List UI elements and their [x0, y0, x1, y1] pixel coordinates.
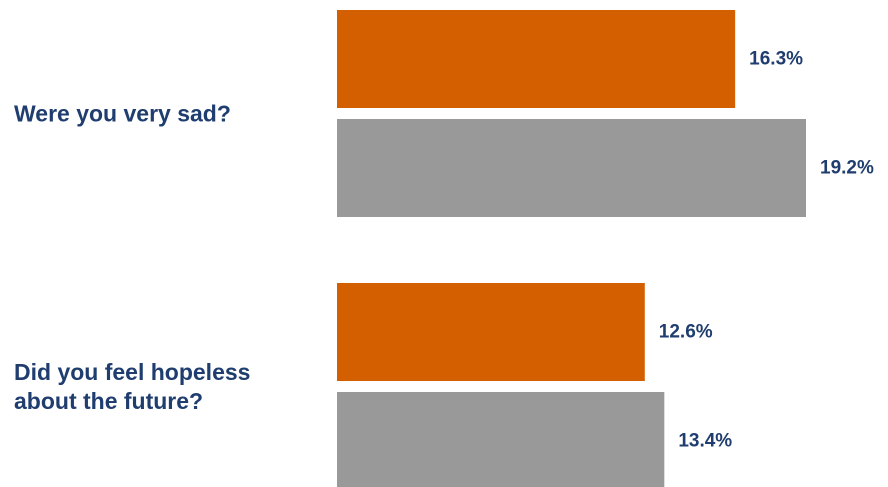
- bar-2-series-2: [337, 392, 665, 487]
- bars-layer: [337, 10, 806, 487]
- labels-layer: 16.3% 19.2% Were you very sad? 12.6% 13.4% Di…: [14, 49, 874, 452]
- data-label-2-series-2: 13.4%: [678, 431, 732, 452]
- bar-1-series-1: [337, 10, 736, 108]
- category-label-1: Were you very sad?: [14, 101, 231, 127]
- bar-2-series-1: [337, 283, 645, 381]
- category-label-2: Did you feel hopeless about the future?: [14, 359, 250, 414]
- category-label-line: about the future?: [14, 388, 203, 414]
- data-label-1-series-1: 16.3%: [749, 49, 803, 70]
- data-label-2-series-1: 12.6%: [659, 322, 713, 343]
- data-label-1-series-2: 19.2%: [820, 158, 874, 179]
- category-label-line: Did you feel hopeless: [14, 359, 250, 385]
- bar-1-series-2: [337, 119, 806, 217]
- category-label-line: Were you very sad?: [14, 101, 231, 127]
